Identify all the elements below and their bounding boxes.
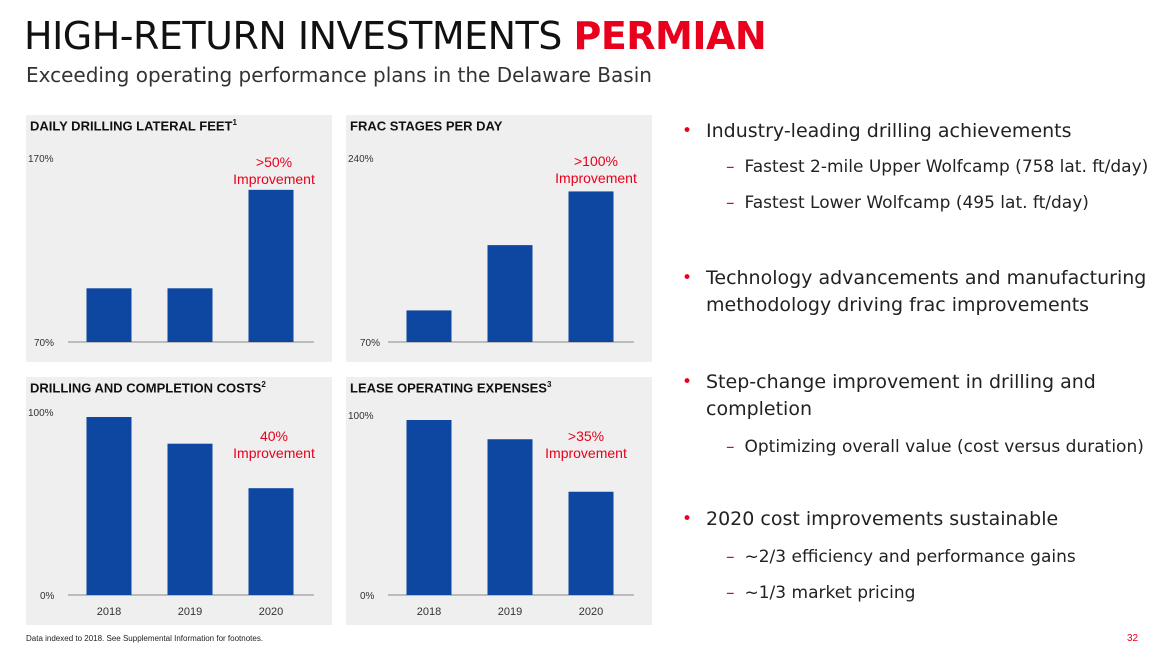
- sub-bullet-text: Optimizing overall value (cost versus du…: [744, 437, 1144, 457]
- page-number: 32: [1127, 633, 1139, 644]
- sub-bullet: – ~2/3 efficiency and performance gains: [726, 546, 1076, 568]
- y-tick-label: 70%: [360, 338, 380, 349]
- y-tick-label: 240%: [348, 154, 374, 165]
- chart-title: DRILLING AND COMPLETION COSTS2: [30, 380, 266, 395]
- bar-2019: [487, 245, 533, 342]
- sub-bullet-text: ~1/3 market pricing: [744, 583, 916, 603]
- bar-2018: [86, 417, 132, 595]
- bullet-dot: •: [682, 268, 693, 288]
- dash-marker: –: [726, 193, 735, 213]
- bullet-dot: •: [682, 372, 693, 392]
- sub-bullet: – ~1/3 market pricing: [726, 582, 915, 604]
- bullet-dot: •: [682, 509, 693, 529]
- footnote-mark: 1: [232, 118, 237, 127]
- x-tick-label: 2019: [498, 606, 522, 618]
- sub-bullet-text: Fastest Lower Wolfcamp (495 lat. ft/day): [744, 193, 1089, 213]
- chart-panel-lease-opex: LEASE OPERATING EXPENSES3 100% 0% 2018 2019…: [346, 377, 652, 625]
- y-tick-label: 0%: [360, 591, 375, 602]
- sub-bullet-text: Fastest 2-mile Upper Wolfcamp (758 lat. …: [744, 157, 1149, 177]
- improvement-annotation: >100%: [574, 153, 618, 169]
- chart-title-text: DAILY DRILLING LATERAL FEET: [30, 118, 233, 134]
- bar-2019: [167, 288, 213, 342]
- page-title: HIGH-RETURN INVESTMENTS PERMIAN: [24, 14, 767, 58]
- bar-2018: [406, 420, 452, 595]
- dash-marker: –: [726, 547, 735, 567]
- page-subtitle: Exceeding operating performance plans in…: [26, 63, 652, 87]
- bullet-text: Technology advancements and manufacturin…: [706, 267, 1147, 316]
- bullet-dot: •: [682, 121, 693, 141]
- improvement-annotation: 40%: [260, 428, 288, 444]
- bar-2020: [248, 189, 294, 342]
- x-tick-label: 2018: [97, 606, 121, 618]
- bar-2019: [487, 439, 533, 595]
- bar-2020: [248, 488, 294, 595]
- bullet-text: 2020 cost improvements sustainable: [706, 508, 1059, 530]
- bar-chart: 170% 70% >50%Improvement: [28, 154, 315, 349]
- title-accent: PERMIAN: [573, 14, 767, 58]
- sub-bullet-text: ~2/3 efficiency and performance gains: [744, 547, 1076, 567]
- dash-marker: –: [726, 583, 735, 603]
- bar-chart: 240% 70% >100%Improvement: [348, 153, 637, 349]
- bar-2018: [86, 288, 132, 342]
- sub-bullet: – Fastest 2-mile Upper Wolfcamp (758 lat.…: [726, 156, 1148, 178]
- improvement-annotation: Improvement: [545, 445, 627, 461]
- improvement-annotation: >50%: [256, 154, 292, 170]
- chart-title-text: DRILLING AND COMPLETION COSTS: [30, 380, 262, 396]
- footnote-mark: 2: [261, 380, 266, 389]
- chart-title-text: LEASE OPERATING EXPENSES: [350, 380, 547, 396]
- y-tick-label: 0%: [40, 591, 55, 602]
- chart-title: FRAC STAGES PER DAY: [350, 118, 502, 133]
- bar-2020: [568, 191, 614, 342]
- chart-panel-frac-stages: FRAC STAGES PER DAY 240% 70% >100% Improvem…: [346, 115, 652, 362]
- chart-title: LEASE OPERATING EXPENSES3: [350, 380, 551, 395]
- y-tick-label: 100%: [348, 411, 374, 422]
- footnote: Data indexed to 2018. See Supplemental I…: [26, 634, 264, 643]
- x-tick-label: 2018: [417, 606, 441, 618]
- bullet-text: Step-change improvement in drilling and …: [706, 371, 1096, 420]
- improvement-annotation: Improvement: [233, 445, 315, 461]
- y-tick-label: 170%: [28, 154, 54, 165]
- bar-2019: [167, 443, 213, 595]
- improvement-annotation: Improvement: [555, 170, 637, 186]
- improvement-annotation: Improvement: [233, 171, 315, 187]
- x-tick-label: 2019: [178, 606, 202, 618]
- x-tick-label: 2020: [259, 606, 283, 618]
- improvement-annotation: >35%: [568, 428, 604, 444]
- dash-marker: –: [726, 157, 735, 177]
- chart-panel-dc-costs: DRILLING AND COMPLETION COSTS2 100% 0% 201…: [26, 377, 332, 625]
- bar-2020: [568, 491, 614, 595]
- bar-2018: [406, 310, 452, 342]
- title-main: HIGH-RETURN INVESTMENTS: [24, 14, 562, 58]
- sub-bullet: – Fastest Lower Wolfcamp (495 lat. ft/day…: [726, 192, 1089, 214]
- sub-bullet: – Optimizing overall value (cost versus d…: [726, 436, 1144, 458]
- dash-marker: –: [726, 437, 735, 457]
- bar-chart: 100% 0% 2018 2019 2020 >35%Improvement: [348, 411, 634, 618]
- footnote-mark: 3: [546, 380, 552, 389]
- bar-chart: 100% 0% 2018 2019 2020 40%Improvement: [28, 408, 315, 618]
- chart-panel-drilling-lateral-feet: DAILY DRILLING LATERAL FEET1 170% 70% >50%…: [26, 115, 332, 362]
- y-tick-label: 70%: [34, 338, 54, 349]
- chart-title-text: FRAC STAGES PER DAY: [350, 118, 503, 134]
- y-tick-label: 100%: [28, 408, 54, 419]
- chart-title: DAILY DRILLING LATERAL FEET1: [30, 118, 237, 133]
- x-tick-label: 2020: [579, 606, 603, 618]
- bullet-text: Industry-leading drilling achievements: [706, 120, 1072, 142]
